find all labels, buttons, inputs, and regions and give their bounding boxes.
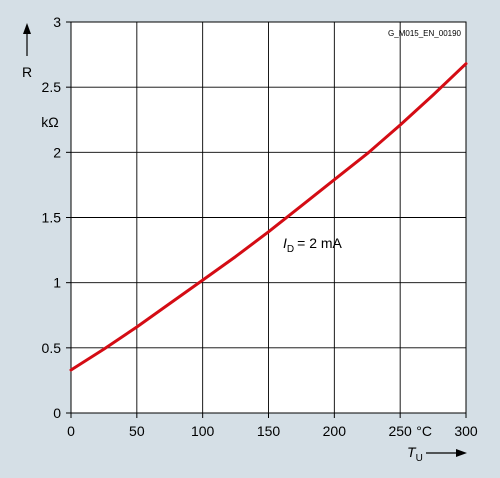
y-tick-label-3: 1.5 xyxy=(42,210,62,226)
x-tick-label-4: 200 xyxy=(323,423,347,439)
y-tick-label-4: 2 xyxy=(53,144,61,160)
x-tick-label-3: 150 xyxy=(257,423,281,439)
x-axis-label-var: T xyxy=(407,444,417,460)
y-tick-label-0: 0 xyxy=(53,405,61,421)
y-axis-title: R kΩ xyxy=(22,23,59,130)
annotation-value: = 2 mA xyxy=(297,235,342,251)
x-tick-label-1: 50 xyxy=(129,423,145,439)
series-line-0 xyxy=(69,62,468,372)
series-group xyxy=(69,62,468,372)
annotation-sub: D xyxy=(287,244,294,255)
y-axis-arrowhead xyxy=(23,23,31,34)
x-axis-label: TU xyxy=(407,444,423,464)
y-tick-label-6: 3 xyxy=(53,14,61,30)
x-tick-label-0: 0 xyxy=(67,423,75,439)
y-axis-label: R xyxy=(22,64,32,80)
x-tick-label-2: 100 xyxy=(191,423,215,439)
figure-id: G_M015_EN_00190 xyxy=(388,29,461,38)
x-axis-unit: °C xyxy=(416,423,432,439)
y-tick-label-1: 0.5 xyxy=(42,340,62,356)
x-tick-label-6: 300 xyxy=(454,423,478,439)
x-tick-labels: 0 50 100 150 200 250 300 xyxy=(67,423,478,439)
y-tick-labels: 0 0.5 1 1.5 2 2.5 3 xyxy=(42,14,62,421)
y-tick-label-2: 1 xyxy=(53,275,61,291)
axes xyxy=(66,21,467,418)
y-axis-unit: kΩ xyxy=(41,114,58,130)
x-axis-title: TU xyxy=(407,444,467,464)
x-tick-label-5: 250 xyxy=(388,423,412,439)
plot-frame xyxy=(70,21,467,414)
y-tick-label-5: 2.5 xyxy=(42,79,62,95)
annotation-var: I xyxy=(283,235,287,251)
curve-annotation: ID = 2 mA xyxy=(283,235,343,255)
x-axis-label-subscript: U xyxy=(416,453,423,464)
x-axis-arrowhead xyxy=(456,449,467,457)
